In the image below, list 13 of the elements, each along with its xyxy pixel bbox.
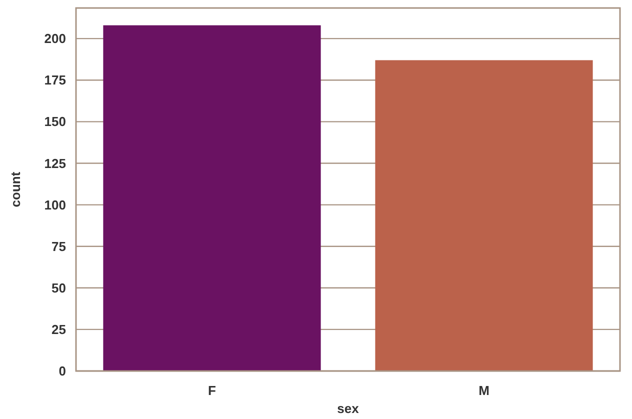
y-axis-title: count: [8, 171, 23, 208]
y-tick-label: 150: [44, 114, 66, 130]
y-tick-label: 50: [52, 280, 66, 296]
y-tick-label: 100: [44, 197, 66, 212]
y-tick-label: 0: [58, 364, 66, 379]
y-tick-label: 200: [44, 31, 66, 46]
y-tick-label: 75: [52, 238, 66, 254]
y-tick-label: 25: [52, 322, 66, 337]
y-tick-label: 125: [44, 156, 66, 171]
y-tick-label: 175: [44, 72, 66, 88]
x-tick-label: M: [478, 383, 490, 398]
x-axis-title: sex: [337, 401, 360, 416]
x-tick-label: F: [208, 383, 216, 398]
